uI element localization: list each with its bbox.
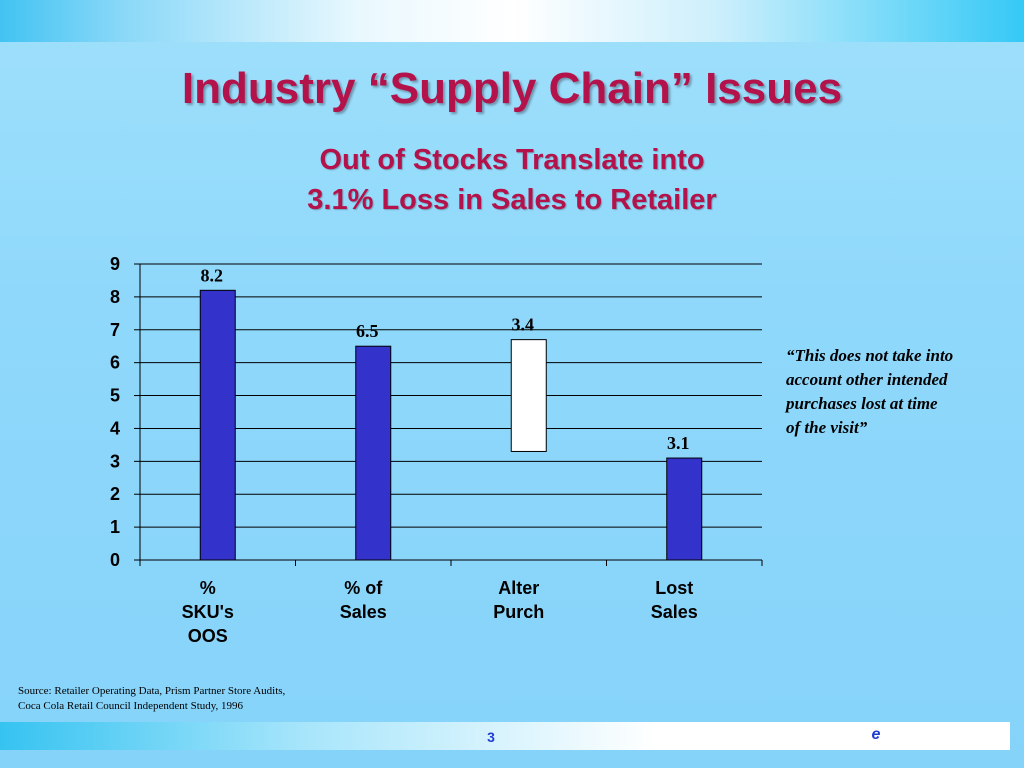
y-tick-label-6: 6 — [110, 353, 120, 373]
page-number: 3 — [487, 729, 495, 745]
chart-subtitle-line-1: Out of Stocks Translate into — [319, 144, 705, 176]
x-category-label-1-0: % of — [344, 578, 383, 598]
chart-subtitle-line-2: 3.1% Loss in Sales to Retailer — [307, 184, 717, 216]
y-tick-label-1: 1 — [110, 517, 120, 537]
x-category-label-0-2: OOS — [188, 626, 228, 646]
bar-2 — [510, 339, 547, 452]
source-line-2: Coca Cola Retail Council Independent Stu… — [18, 700, 244, 712]
source-line-1: Source: Retailer Operating Data, Prism P… — [18, 685, 286, 697]
slide-title: Industry “Supply Chain” Issues — [181, 64, 843, 113]
data-label-1: 6.5 — [356, 321, 379, 341]
x-category-label-2-0: Alter — [498, 578, 539, 598]
y-tick-label-9: 9 — [110, 254, 120, 274]
logo-icon: e — [871, 726, 881, 743]
y-tick-label-5: 5 — [110, 386, 120, 406]
note-line-3: purchases lost at time — [786, 394, 938, 413]
bar-3 — [666, 457, 703, 561]
x-category-label-3-0: Lost — [655, 578, 693, 598]
x-category-label-0-1: SKU's — [182, 602, 234, 622]
note-line-2: account other intended — [786, 370, 948, 389]
x-category-label-1-1: Sales — [340, 602, 387, 622]
source-citation: Source: Retailer Operating Data, Prism P… — [18, 684, 418, 714]
note-line-4: of the visit” — [786, 418, 868, 437]
bottom-decorative-bar — [0, 722, 1010, 750]
bar-0 — [199, 289, 236, 561]
x-category-label-0-0: % — [200, 578, 216, 598]
y-tick-label-7: 7 — [110, 320, 120, 340]
data-label-2: 3.4 — [512, 315, 535, 335]
annotation-note: “This does not take into account other i… — [786, 344, 1016, 440]
note-line-1: “This does not take into — [786, 346, 954, 365]
data-label-3: 3.1 — [667, 433, 690, 453]
y-tick-label-4: 4 — [110, 418, 120, 438]
y-tick-label-3: 3 — [110, 451, 120, 471]
y-tick-label-0: 0 — [110, 550, 120, 570]
bar-1 — [355, 345, 392, 561]
x-category-label-2-1: Purch — [493, 602, 544, 622]
y-tick-label-8: 8 — [110, 287, 120, 307]
top-decorative-bar — [0, 0, 1024, 42]
y-tick-label-2: 2 — [110, 484, 120, 504]
data-label-0: 8.2 — [201, 265, 224, 285]
x-category-label-3-1: Sales — [651, 602, 698, 622]
